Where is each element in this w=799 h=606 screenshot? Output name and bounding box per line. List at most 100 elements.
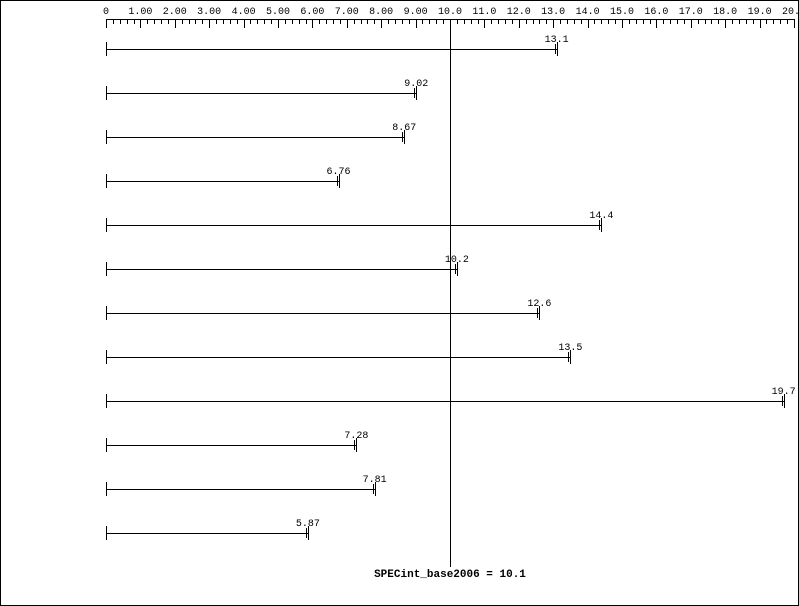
axis-tick-minor <box>732 19 733 24</box>
spec-chart: 01.002.003.004.005.006.007.008.009.0010.… <box>0 0 799 606</box>
axis-tick-major <box>106 19 107 28</box>
axis-tick-minor <box>718 19 719 24</box>
axis-tick-label: 1.00 <box>128 7 152 18</box>
axis-tick-major <box>347 19 348 28</box>
axis-tick-minor <box>195 19 196 24</box>
axis-tick-minor <box>182 19 183 24</box>
axis-tick-minor <box>189 19 190 24</box>
bar-value-label: 7.81 <box>363 475 387 486</box>
axis-tick-minor <box>670 19 671 24</box>
axis-tick-minor <box>512 19 513 24</box>
axis-tick-minor <box>526 19 527 24</box>
bar-value-label: 13.1 <box>545 35 569 46</box>
axis-tick-minor <box>478 19 479 24</box>
summary-label: SPECint_base2006 = 10.1 <box>374 569 526 581</box>
axis-tick-label: 16.0 <box>644 7 668 18</box>
axis-tick-label: 18.0 <box>713 7 737 18</box>
axis-tick-minor <box>409 19 410 24</box>
axis-tick-minor <box>223 19 224 24</box>
axis-tick-major <box>140 19 141 28</box>
axis-tick-label: 7.00 <box>335 7 359 18</box>
axis-tick-major <box>725 19 726 28</box>
axis-tick-minor <box>120 19 121 24</box>
axis-tick-minor <box>629 19 630 24</box>
bar-value-label: 7.28 <box>344 431 368 442</box>
axis-tick-minor <box>237 19 238 24</box>
axis-tick-minor <box>608 19 609 24</box>
axis-tick-minor <box>292 19 293 24</box>
bar-line <box>106 313 539 314</box>
axis-tick-minor <box>147 19 148 24</box>
axis-tick-label: 11.0 <box>472 7 496 18</box>
axis-tick-major <box>381 19 382 28</box>
bar-value-label: 19.7 <box>772 387 796 398</box>
axis-tick-minor <box>168 19 169 24</box>
bar-line <box>106 137 404 138</box>
bar-line <box>106 49 557 50</box>
axis-tick-major <box>553 19 554 28</box>
axis-tick-minor <box>154 19 155 24</box>
axis-tick-minor <box>457 19 458 24</box>
bar-line <box>106 93 416 94</box>
bar-line <box>106 489 375 490</box>
bar-line <box>106 181 339 182</box>
axis-tick-major <box>760 19 761 28</box>
axis-tick-label: 13.0 <box>541 7 565 18</box>
axis-tick-minor <box>271 19 272 24</box>
axis-tick-minor <box>367 19 368 24</box>
axis-tick-label: 2.00 <box>163 7 187 18</box>
axis-tick-minor <box>650 19 651 24</box>
axis-tick-label: 12.0 <box>507 7 531 18</box>
axis-tick-major <box>656 19 657 28</box>
axis-tick-major <box>484 19 485 28</box>
axis-tick-major <box>794 19 795 28</box>
axis-tick-minor <box>285 19 286 24</box>
axis-tick-minor <box>491 19 492 24</box>
bar-line <box>106 225 601 226</box>
axis-tick-label: 14.0 <box>576 7 600 18</box>
axis-tick-minor <box>766 19 767 24</box>
bar-value-label: 13.5 <box>558 343 582 354</box>
axis-tick-minor <box>560 19 561 24</box>
axis-tick-minor <box>374 19 375 24</box>
axis-tick-minor <box>773 19 774 24</box>
axis-tick-label: 4.00 <box>232 7 256 18</box>
axis-tick-major <box>588 19 589 28</box>
axis-tick-minor <box>601 19 602 24</box>
axis-tick-major <box>175 19 176 28</box>
axis-tick-major <box>312 19 313 28</box>
axis-tick-major <box>519 19 520 28</box>
axis-tick-minor <box>127 19 128 24</box>
axis-tick-minor <box>698 19 699 24</box>
bar-value-label: 12.6 <box>527 299 551 310</box>
axis-tick-major <box>691 19 692 28</box>
axis-tick-minor <box>361 19 362 24</box>
axis-tick-minor <box>161 19 162 24</box>
bar-line <box>106 445 356 446</box>
axis-tick-minor <box>306 19 307 24</box>
bar-value-label: 5.87 <box>296 519 320 530</box>
axis-tick-major <box>416 19 417 28</box>
bar-line <box>106 357 570 358</box>
axis-tick-minor <box>581 19 582 24</box>
axis-tick-major <box>209 19 210 28</box>
axis-tick-minor <box>113 19 114 24</box>
axis-tick-label: 8.00 <box>369 7 393 18</box>
axis-tick-label: 20.0 <box>782 7 799 18</box>
axis-tick-minor <box>546 19 547 24</box>
bar-line <box>106 269 457 270</box>
bar-value-label: 6.76 <box>327 167 351 178</box>
axis-tick-minor <box>134 19 135 24</box>
axis-tick-major <box>244 19 245 28</box>
axis-tick-minor <box>264 19 265 24</box>
axis-tick-minor <box>663 19 664 24</box>
axis-tick-label: 3.00 <box>197 7 221 18</box>
axis-tick-minor <box>250 19 251 24</box>
bar-line <box>106 401 784 402</box>
axis-tick-minor <box>319 19 320 24</box>
axis-tick-minor <box>216 19 217 24</box>
axis-tick-label: 6.00 <box>300 7 324 18</box>
bar-value-label: 9.02 <box>404 79 428 90</box>
axis-tick-major <box>278 19 279 28</box>
axis-tick-minor <box>753 19 754 24</box>
